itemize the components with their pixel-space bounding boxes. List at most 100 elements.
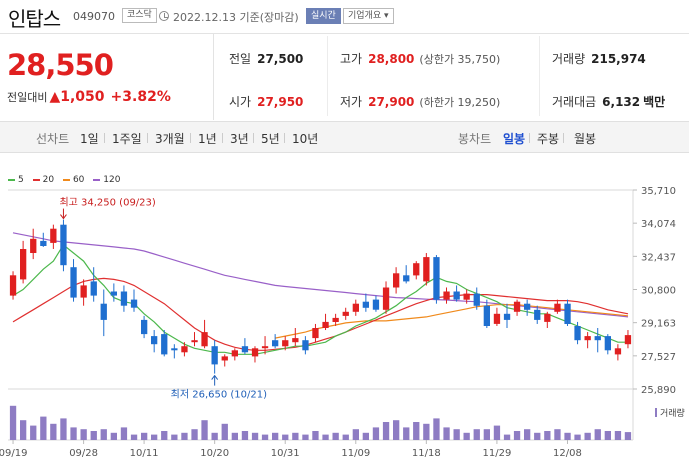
clock-icon	[159, 11, 169, 21]
upper-limit: (상한가 35,750)	[419, 53, 501, 66]
stat-value: 27,950	[257, 95, 304, 109]
change-label: 전일대비	[7, 91, 48, 104]
volume-bar	[191, 429, 198, 440]
stat-value: 215,974	[591, 52, 646, 66]
candle-body	[342, 311, 349, 316]
volume-bar	[60, 418, 67, 440]
x-tick-label: 09/19	[0, 448, 27, 459]
volume-bar	[161, 431, 168, 440]
volume-bar	[141, 432, 148, 440]
volume-bar	[604, 431, 611, 440]
x-tick-label: 11/09	[341, 448, 370, 459]
volume-bar	[181, 432, 188, 440]
max-annotation: 최고 34,250 (09/23)	[59, 197, 155, 209]
y-tick-label: 30,800	[641, 286, 676, 297]
price-panel: 28,550 전일대비 ▲1,050 +3.82%	[0, 34, 214, 120]
stat-value: 6,132	[602, 95, 641, 109]
period-button-1d[interactable]: 1일	[80, 132, 99, 146]
volume-legend-label: 거래량	[660, 407, 685, 419]
volume-bar	[80, 429, 87, 440]
stat-high: 고가 28,800 (상한가 35,750)	[340, 50, 500, 67]
volume-bar	[20, 420, 27, 440]
ma-legend: 5 20 60 120	[8, 175, 126, 185]
candle-body	[292, 338, 299, 343]
candle-body	[483, 305, 490, 326]
change-value: ▲1,050	[49, 89, 105, 105]
candle-body	[141, 319, 148, 335]
legend-ma120: 120	[93, 175, 120, 185]
volume-bar	[292, 432, 299, 440]
stat-volume: 거래량 215,974	[552, 50, 646, 67]
volume-bar	[9, 405, 17, 440]
candle-body	[20, 249, 27, 280]
company-info-button[interactable]: 기업개요 ▾	[343, 8, 394, 24]
stock-code: 049070	[73, 10, 115, 23]
candle-button-monthly[interactable]: 월봉	[574, 132, 597, 146]
period-button-1y[interactable]: 1년	[198, 132, 217, 146]
candle-button-weekly[interactable]: 주봉	[537, 132, 560, 146]
candle-body	[231, 350, 238, 357]
volume-bar	[100, 429, 107, 440]
volume-bar	[362, 432, 369, 440]
volume-bar	[151, 434, 158, 440]
x-tick-label: 10/31	[271, 448, 300, 459]
volume-bar	[50, 423, 57, 440]
volume-bar	[332, 432, 339, 440]
volume-legend-swatch	[655, 408, 657, 417]
candle-body	[282, 340, 289, 347]
y-tick-label: 34,074	[641, 219, 676, 230]
period-button-1w[interactable]: 1주일	[112, 132, 142, 146]
period-button-5y[interactable]: 5년	[261, 132, 280, 146]
candle-body	[382, 287, 390, 310]
volume-bar	[463, 432, 470, 440]
candlestick-chart[interactable]: 35,710 34,074 32,437 30,800 29,163 27,527 25,8…	[0, 182, 689, 461]
candle-body	[574, 326, 581, 341]
candle-body	[171, 348, 178, 351]
stat-label: 시가	[229, 95, 252, 109]
candle-body	[70, 267, 77, 298]
candle-body	[50, 228, 57, 243]
stat-label: 거래대금	[552, 95, 597, 109]
volume-bar	[624, 432, 632, 440]
candle-body	[130, 299, 138, 308]
change-row: 전일대비 ▲1,050 +3.82%	[7, 89, 171, 105]
volume-bar	[564, 432, 571, 440]
divider	[539, 36, 540, 116]
volume-bar	[574, 434, 581, 440]
period-button-3m[interactable]: 3개월	[155, 132, 185, 146]
candle-body	[362, 301, 369, 308]
volume-bar	[322, 434, 329, 440]
candle-body	[181, 346, 188, 353]
volume-bar	[231, 432, 238, 440]
volume-bar	[614, 431, 622, 440]
volume-bar	[70, 427, 77, 440]
volume-bar	[554, 429, 561, 440]
stat-amount: 거래대금 6,132 백만	[552, 93, 665, 110]
stat-value: 27,900	[368, 95, 415, 109]
candle-body	[241, 346, 249, 353]
candle-body	[493, 313, 501, 324]
stat-value: 27,500	[257, 52, 304, 66]
volume-bar	[423, 423, 430, 440]
amount-unit: 백만	[643, 95, 666, 109]
volume-bar	[201, 420, 208, 440]
candle-body	[211, 346, 218, 365]
candle-body	[80, 285, 87, 298]
volume-bar	[171, 434, 178, 440]
x-tick-label: 11/29	[482, 448, 511, 459]
x-tick-label: 12/08	[553, 448, 582, 459]
candle-button-daily[interactable]: 일봉	[503, 132, 526, 146]
period-button-3y[interactable]: 3년	[230, 132, 249, 146]
volume-bar	[352, 429, 359, 440]
volume-bar	[513, 431, 521, 440]
candle-body	[272, 340, 279, 347]
candle-body	[120, 291, 128, 306]
y-tick-label: 25,890	[641, 385, 676, 396]
realtime-button[interactable]: 실시간	[306, 8, 341, 24]
stat-label: 거래량	[552, 52, 586, 66]
volume-bar	[342, 434, 349, 440]
volume-bar	[393, 420, 400, 440]
period-button-10y[interactable]: 10년	[292, 132, 319, 146]
volume-bar	[584, 432, 591, 440]
volume-bar	[110, 432, 117, 440]
